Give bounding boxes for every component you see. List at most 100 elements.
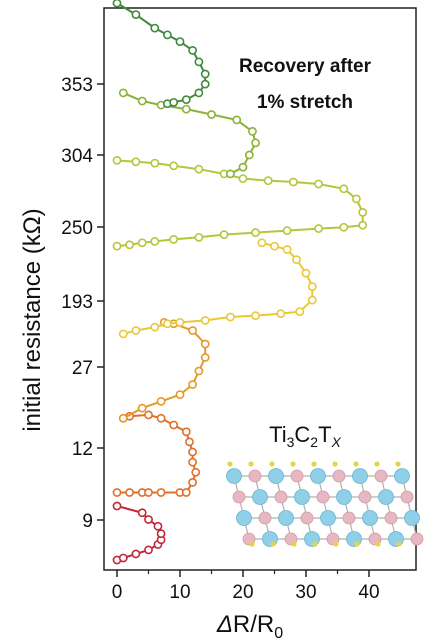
data-point bbox=[150, 23, 160, 33]
surface-atom bbox=[269, 461, 275, 467]
data-point bbox=[118, 88, 128, 98]
series-line bbox=[117, 413, 197, 494]
data-point bbox=[238, 174, 248, 184]
data-series bbox=[118, 238, 317, 339]
data-point bbox=[194, 232, 204, 242]
data-point bbox=[200, 339, 210, 349]
ti-atom bbox=[320, 510, 336, 526]
y-tick-label: 304 bbox=[61, 146, 93, 167]
c-atom bbox=[374, 469, 388, 483]
formula-label: Ti3C2TX bbox=[269, 422, 341, 450]
data-point bbox=[131, 157, 141, 167]
data-point bbox=[181, 104, 191, 114]
data-point bbox=[112, 155, 122, 165]
x-tick-label: 30 bbox=[295, 582, 316, 603]
data-point bbox=[270, 241, 279, 251]
x-tick-label: 10 bbox=[169, 582, 190, 603]
x-axis-title: ΔR/R0 bbox=[216, 611, 283, 642]
data-point bbox=[194, 88, 204, 98]
c-atom bbox=[248, 469, 262, 483]
data-series bbox=[118, 88, 260, 179]
data-point bbox=[150, 158, 160, 168]
data-point bbox=[188, 326, 197, 335]
data-point bbox=[175, 390, 185, 400]
ti-atom bbox=[404, 510, 420, 526]
plot-frame bbox=[103, 7, 417, 571]
surface-atom bbox=[375, 541, 381, 547]
c-atom bbox=[258, 511, 272, 525]
data-point bbox=[225, 312, 235, 322]
data-point bbox=[351, 194, 361, 204]
data-point bbox=[339, 222, 349, 232]
data-point bbox=[232, 115, 242, 125]
crystal-structure-illustration bbox=[226, 461, 424, 547]
data-point bbox=[150, 236, 160, 246]
data-point bbox=[188, 457, 197, 467]
surface-atom bbox=[395, 461, 401, 467]
data-point bbox=[131, 326, 141, 335]
data-point bbox=[144, 410, 153, 420]
data-point bbox=[156, 413, 166, 423]
surface-atom bbox=[374, 461, 380, 467]
surface-atom bbox=[248, 461, 254, 467]
data-point bbox=[169, 161, 179, 171]
data-point bbox=[188, 447, 197, 457]
data-point bbox=[169, 420, 179, 430]
data-point bbox=[191, 467, 201, 477]
data-point bbox=[292, 255, 301, 265]
data-series bbox=[112, 410, 201, 497]
data-point bbox=[181, 427, 191, 437]
plot-area: 0 10 20 30 40 353 304 250 193 27 12 9 bbox=[61, 7, 417, 603]
data-point bbox=[162, 30, 172, 40]
data-point bbox=[200, 315, 210, 325]
c-atom bbox=[316, 490, 330, 504]
data-point bbox=[144, 545, 153, 555]
y-axis-title: initial resistance (kΩ) bbox=[19, 208, 46, 431]
y-tick-label: 250 bbox=[61, 218, 93, 239]
x-tick-label: 0 bbox=[112, 582, 123, 603]
y-tick-label: 27 bbox=[72, 358, 93, 379]
data-point bbox=[175, 37, 185, 46]
data-point bbox=[156, 488, 166, 497]
data-point bbox=[200, 69, 210, 79]
data-point bbox=[276, 309, 286, 319]
data-point bbox=[175, 317, 185, 327]
ti-atom bbox=[236, 510, 252, 526]
data-point bbox=[131, 10, 141, 19]
surface-atom bbox=[270, 541, 276, 547]
ti-atom bbox=[252, 489, 268, 505]
data-point bbox=[225, 169, 235, 179]
y-tick-label: 353 bbox=[61, 75, 93, 96]
data-point bbox=[263, 176, 273, 186]
data-point bbox=[188, 45, 197, 55]
data-point bbox=[181, 95, 191, 105]
data-point bbox=[112, 0, 122, 8]
x-tick-label: 20 bbox=[232, 582, 253, 603]
c-atom bbox=[358, 490, 372, 504]
ti-atom bbox=[226, 468, 242, 484]
series-line bbox=[116, 159, 364, 248]
annotation-line-2: 1% stretch bbox=[257, 92, 353, 113]
series-line bbox=[123, 241, 314, 335]
data-point bbox=[358, 220, 368, 230]
surface-atom bbox=[332, 461, 338, 467]
data-point bbox=[144, 515, 153, 524]
data-point bbox=[194, 164, 204, 174]
ti-atom bbox=[352, 468, 368, 484]
c-atom bbox=[342, 511, 356, 525]
ti-atom bbox=[362, 510, 378, 526]
data-point bbox=[137, 508, 147, 518]
data-point bbox=[358, 207, 368, 217]
data-point bbox=[200, 353, 210, 362]
data-point bbox=[118, 553, 128, 563]
data-point bbox=[112, 241, 122, 251]
data-point bbox=[314, 224, 323, 233]
data-series bbox=[118, 317, 210, 423]
data-point bbox=[288, 177, 298, 187]
ti-atom bbox=[310, 468, 326, 484]
surface-atom bbox=[333, 541, 339, 547]
data-point bbox=[125, 488, 135, 497]
surface-atom bbox=[290, 461, 296, 467]
ti-atom bbox=[378, 489, 394, 505]
data-point bbox=[244, 150, 254, 160]
